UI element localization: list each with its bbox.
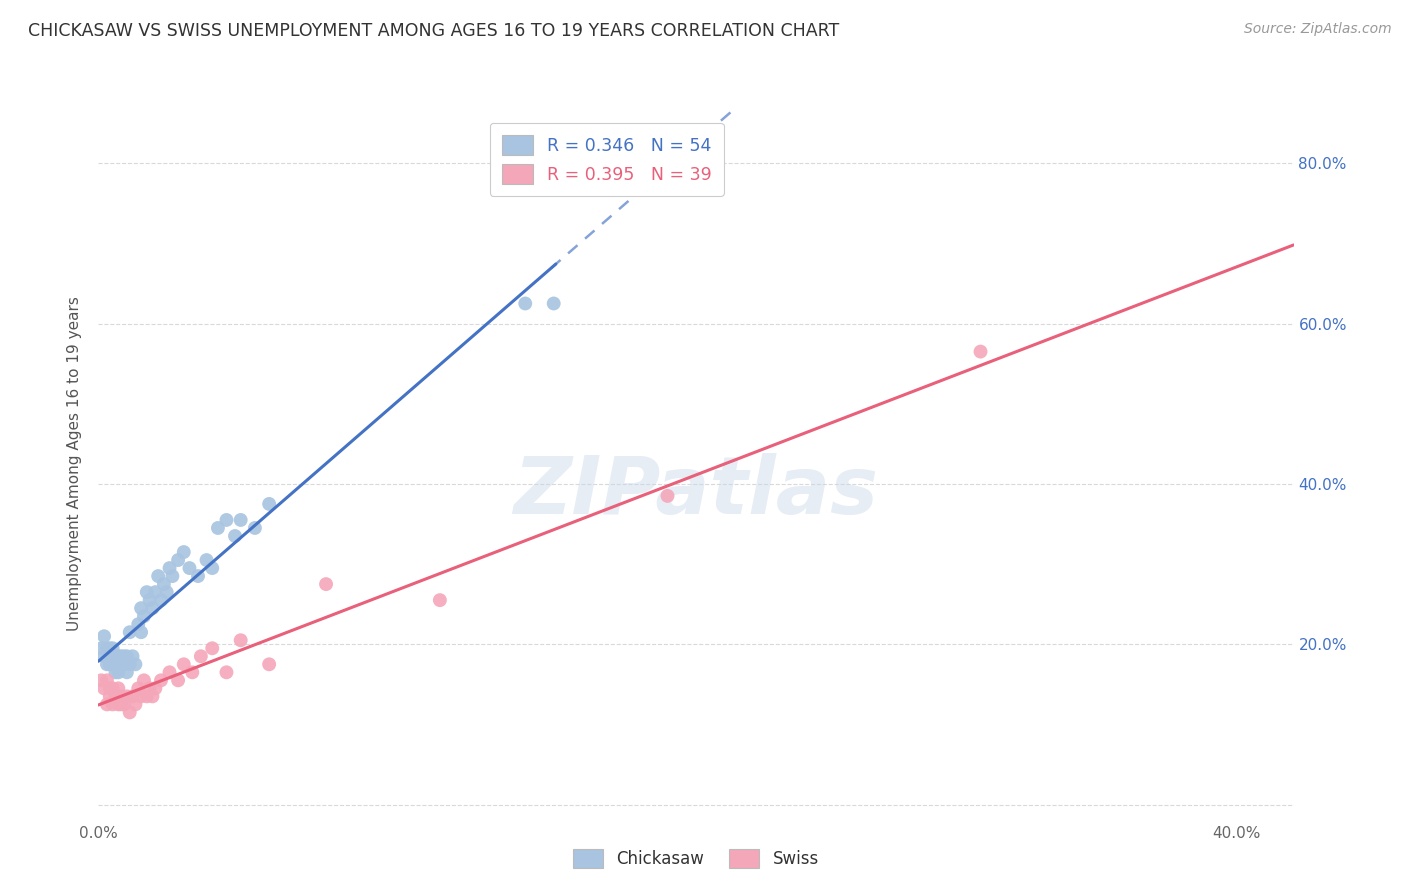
Point (104, 657, 127, 672)
Point (98, 690, 121, 704)
Point (107, 649, 129, 664)
Point (257, 497, 280, 511)
Point (143, 681, 166, 696)
Point (115, 690, 138, 704)
Point (101, 641, 124, 656)
Point (215, 665, 238, 680)
Point (104, 690, 127, 704)
Point (173, 657, 195, 672)
Point (150, 593, 173, 607)
Point (101, 657, 124, 672)
Point (657, 489, 679, 503)
Point (98, 657, 121, 672)
Point (124, 698, 146, 712)
Point (104, 649, 127, 664)
Point (138, 593, 160, 607)
Point (127, 617, 149, 632)
Point (104, 665, 127, 680)
Point (118, 625, 141, 640)
Point (257, 657, 280, 672)
Point (98, 641, 121, 656)
Point (201, 561, 224, 575)
Point (93, 681, 115, 696)
Point (167, 673, 190, 688)
Point (243, 521, 266, 535)
Point (187, 569, 209, 583)
Point (162, 569, 184, 583)
Point (181, 665, 204, 680)
Point (190, 649, 212, 664)
Point (129, 690, 152, 704)
Point (115, 665, 138, 680)
Point (153, 577, 176, 591)
Point (124, 657, 146, 672)
Point (132, 609, 155, 624)
Point (148, 569, 170, 583)
Point (121, 690, 143, 704)
Point (969, 344, 991, 359)
Point (141, 601, 163, 615)
Point (98, 681, 121, 696)
Point (93, 629, 115, 643)
Point (110, 649, 132, 664)
Point (215, 513, 238, 527)
Point (315, 577, 337, 591)
Point (96, 673, 118, 688)
Point (121, 649, 143, 664)
Text: ZIPatlas: ZIPatlas (513, 453, 879, 532)
Point (127, 681, 149, 696)
Point (143, 585, 166, 599)
Point (118, 657, 141, 672)
Point (195, 553, 218, 567)
Point (110, 698, 132, 712)
Point (156, 585, 179, 599)
Point (96, 657, 118, 672)
Y-axis label: Unemployment Among Ages 16 to 19 years: Unemployment Among Ages 16 to 19 years (67, 296, 83, 632)
Point (150, 673, 173, 688)
Point (515, 296, 537, 310)
Point (98, 649, 121, 664)
Point (101, 681, 124, 696)
Point (229, 513, 252, 527)
Point (138, 681, 160, 696)
Point (107, 698, 129, 712)
Point (93, 649, 115, 664)
Point (135, 585, 157, 599)
Text: Source: ZipAtlas.com: Source: ZipAtlas.com (1244, 22, 1392, 37)
Point (90, 641, 112, 656)
Point (132, 673, 155, 688)
Point (129, 601, 152, 615)
Point (543, 296, 565, 310)
Point (107, 681, 129, 696)
Point (118, 706, 141, 720)
Point (110, 690, 132, 704)
Point (141, 690, 163, 704)
Point (159, 561, 181, 575)
Point (96, 641, 118, 656)
Point (107, 665, 129, 680)
Point (229, 633, 252, 648)
Point (115, 649, 138, 664)
Point (201, 641, 224, 656)
Legend: Chickasaw, Swiss: Chickasaw, Swiss (561, 838, 831, 880)
Point (159, 665, 181, 680)
Point (96, 698, 118, 712)
Point (101, 698, 124, 712)
Point (112, 649, 135, 664)
Point (173, 545, 195, 559)
Point (167, 553, 190, 567)
Point (101, 649, 124, 664)
Point (207, 521, 229, 535)
Point (179, 561, 201, 575)
Point (112, 698, 135, 712)
Point (90, 673, 112, 688)
Point (110, 657, 132, 672)
Point (429, 593, 451, 607)
Point (135, 690, 157, 704)
Point (112, 657, 135, 672)
Text: CHICKASAW VS SWISS UNEMPLOYMENT AMONG AGES 16 TO 19 YEARS CORRELATION CHART: CHICKASAW VS SWISS UNEMPLOYMENT AMONG AG… (28, 22, 839, 40)
Point (129, 625, 152, 640)
Point (224, 529, 246, 543)
